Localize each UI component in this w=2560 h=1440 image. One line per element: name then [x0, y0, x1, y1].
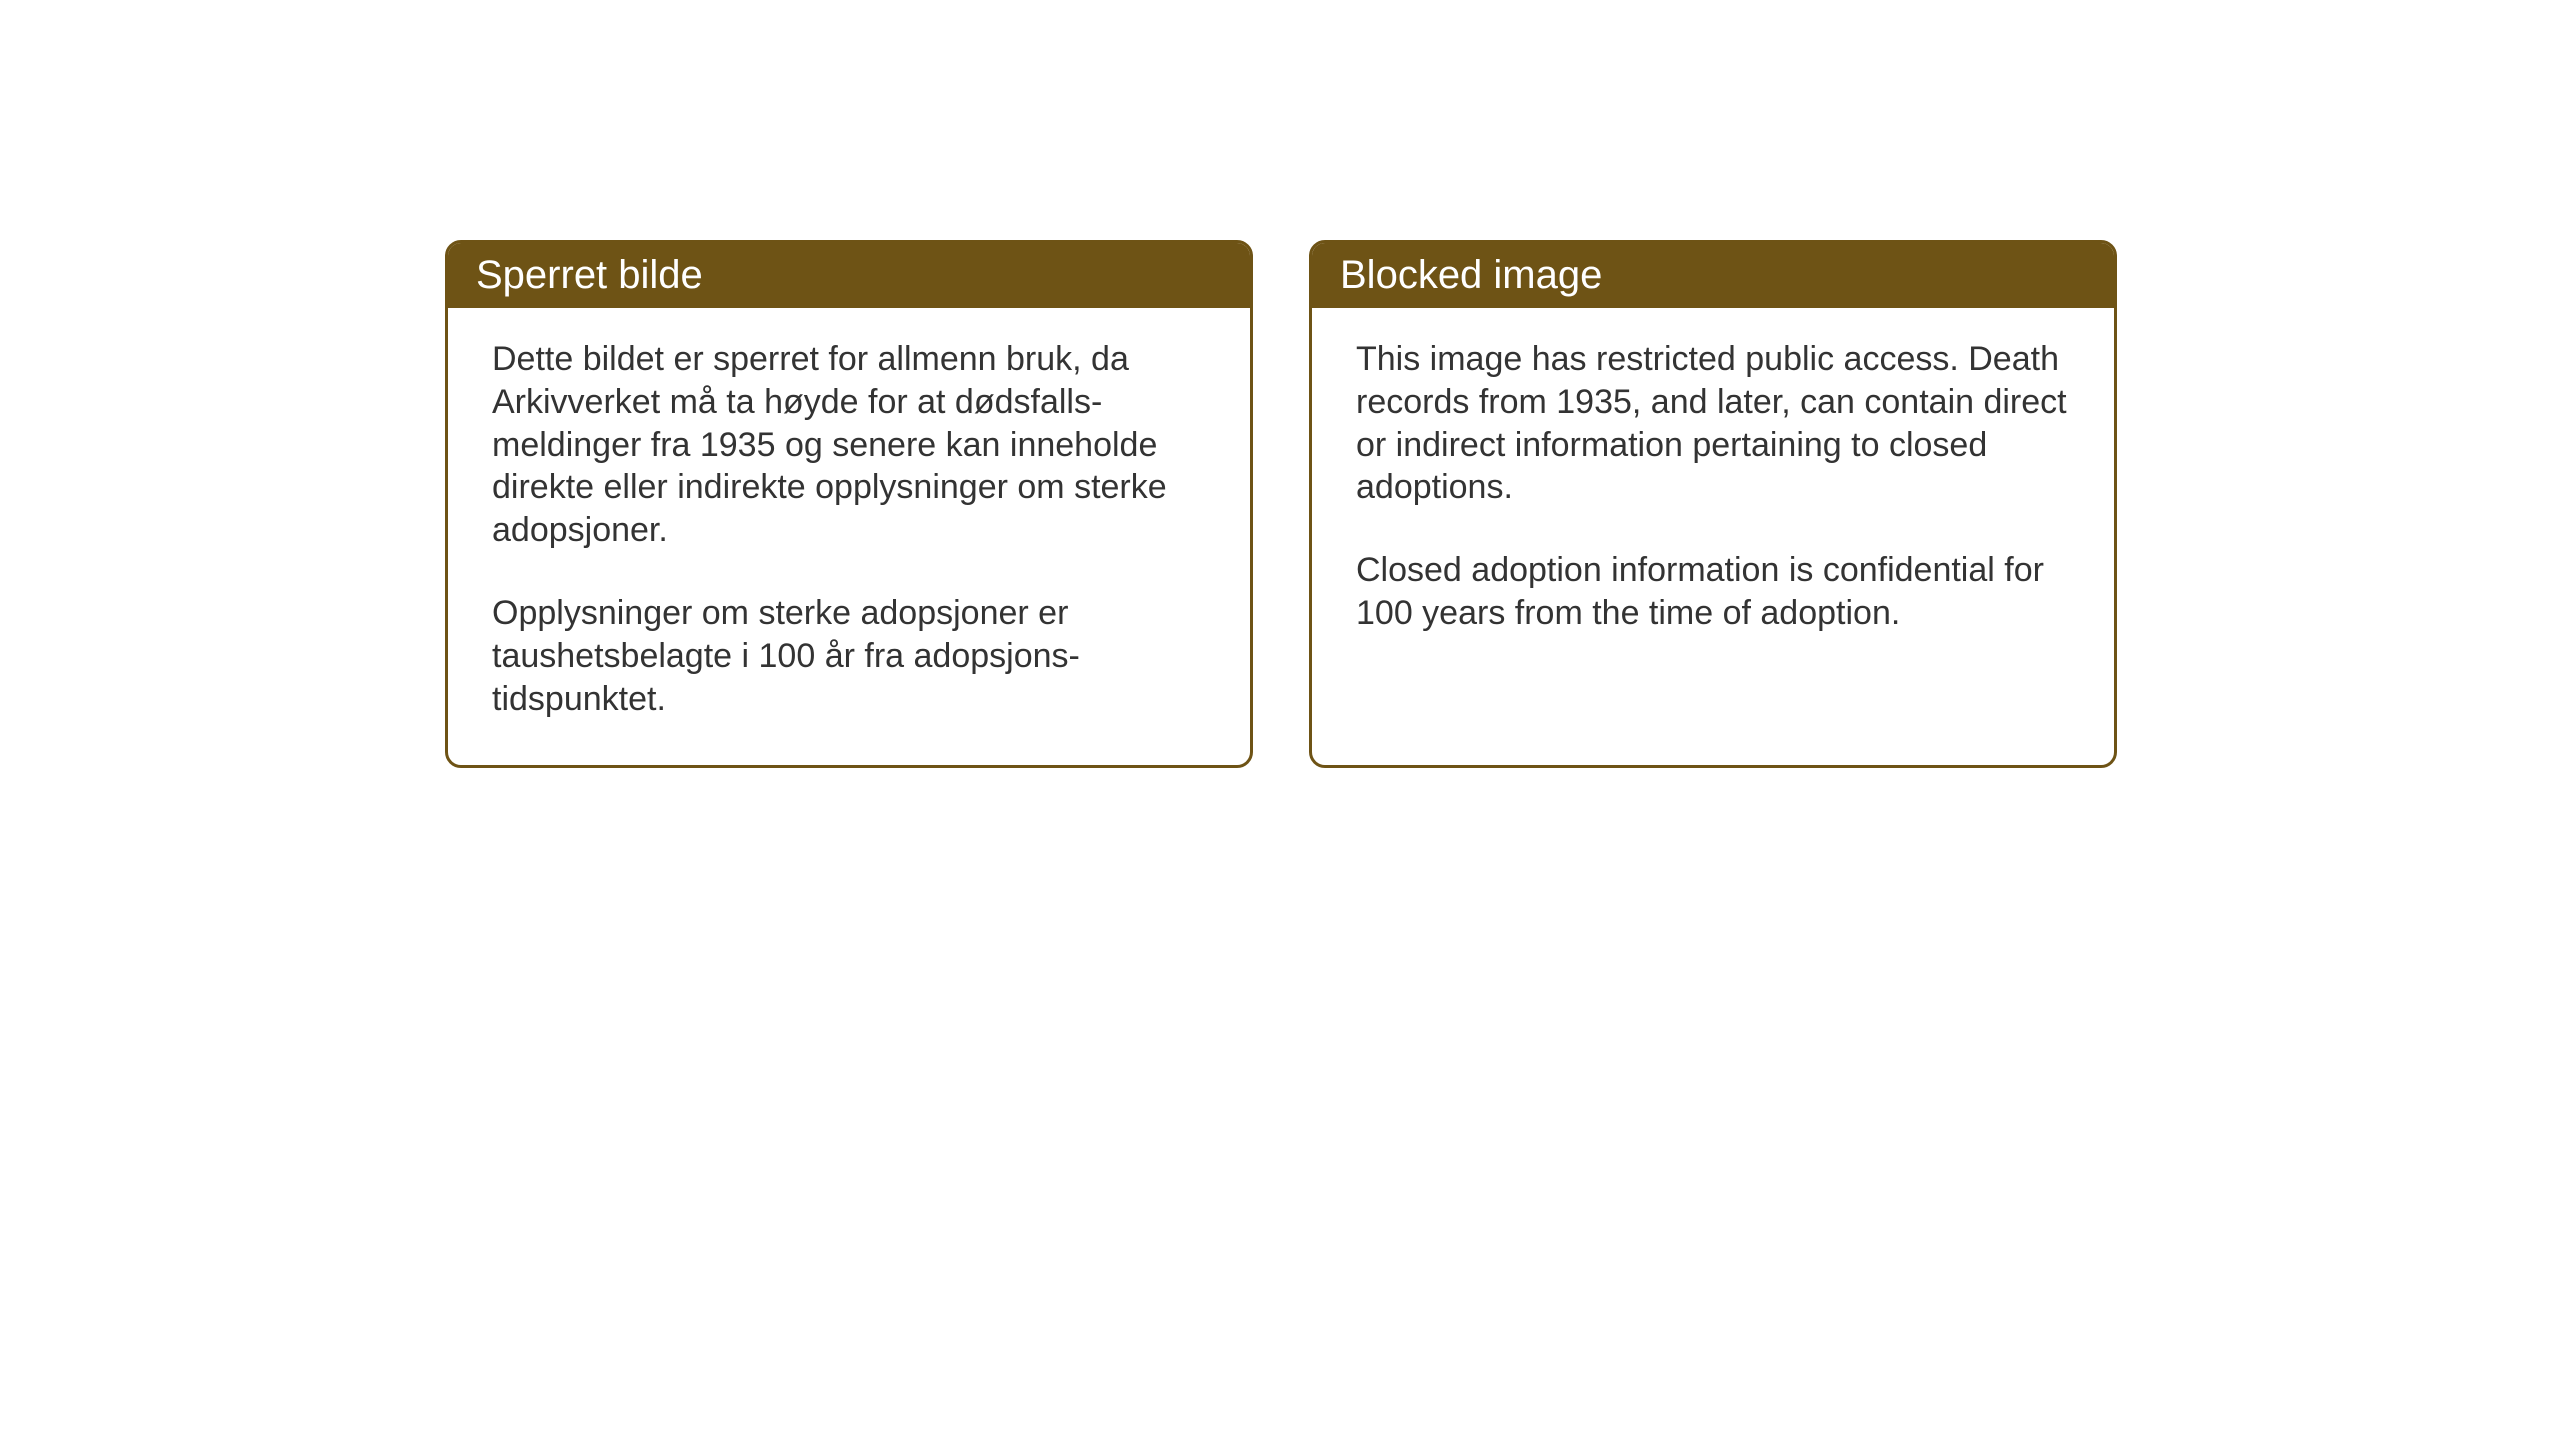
norwegian-paragraph-2: Opplysninger om sterke adopsjoner er tau…	[492, 592, 1206, 720]
norwegian-card: Sperret bilde Dette bildet er sperret fo…	[445, 240, 1253, 768]
english-paragraph-2: Closed adoption information is confident…	[1356, 549, 2070, 635]
norwegian-card-body: Dette bildet er sperret for allmenn bruk…	[448, 308, 1250, 765]
english-card-body: This image has restricted public access.…	[1312, 308, 2114, 738]
english-paragraph-1: This image has restricted public access.…	[1356, 338, 2070, 509]
english-card-title: Blocked image	[1312, 243, 2114, 308]
english-card: Blocked image This image has restricted …	[1309, 240, 2117, 768]
norwegian-paragraph-1: Dette bildet er sperret for allmenn bruk…	[492, 338, 1206, 552]
cards-container: Sperret bilde Dette bildet er sperret fo…	[445, 240, 2117, 768]
norwegian-card-title: Sperret bilde	[448, 243, 1250, 308]
